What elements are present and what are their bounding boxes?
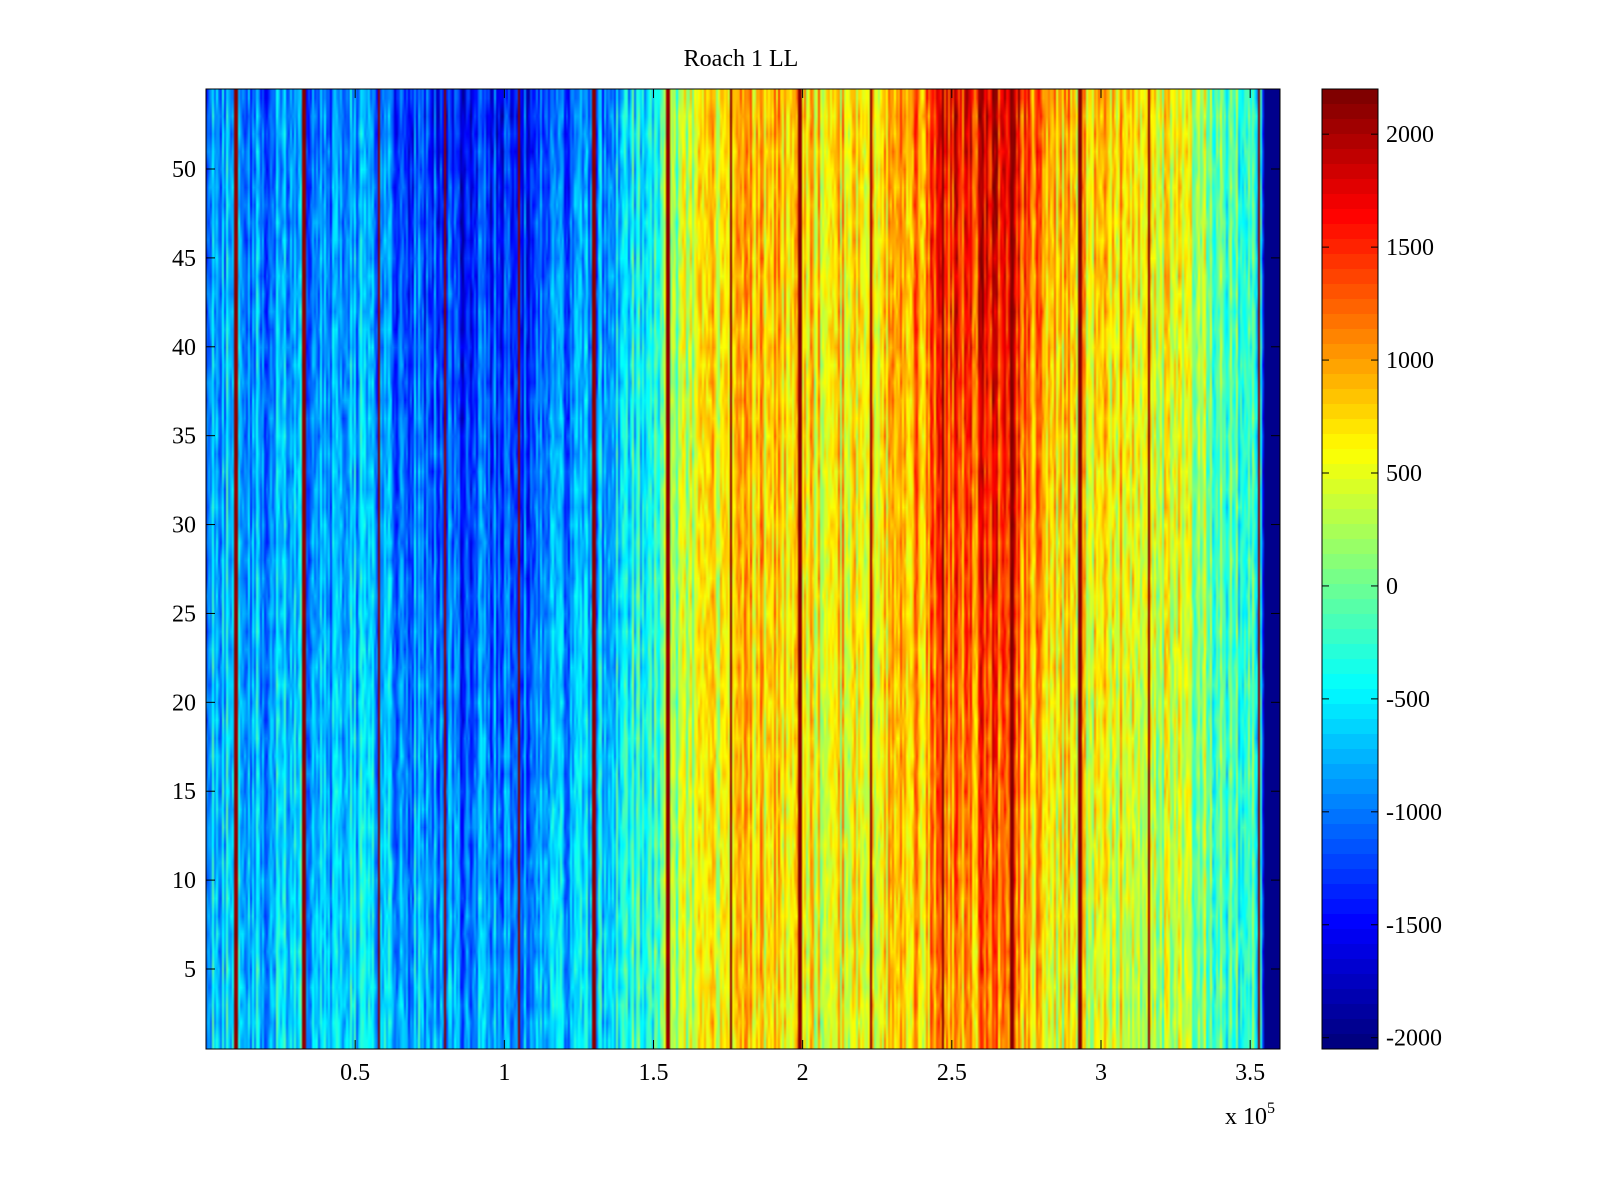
chart-title: Roach 1 LL xyxy=(684,46,799,72)
colorbar-tick-label: 2000 xyxy=(1386,122,1434,148)
colorbar-tick-label: 1000 xyxy=(1386,348,1434,374)
colorbar-tick-label: -1500 xyxy=(1386,913,1442,939)
y-tick-label: 30 xyxy=(172,513,196,539)
colorbar: 2000 1500 1000 500 0 -500 -1000 -1500 -2000 xyxy=(1321,88,1442,1052)
colorbar-tick-label: 1500 xyxy=(1386,235,1434,261)
y-tick-label: 35 xyxy=(172,424,196,450)
colorbar-tick-label: -1000 xyxy=(1386,800,1442,826)
heatmap-image xyxy=(206,89,1280,1049)
colorbar-gradient xyxy=(1322,89,1378,1049)
x-tick-label: 0.5 xyxy=(340,1060,370,1086)
y-tick-label: 15 xyxy=(172,779,196,805)
colorbar-axis: 2000 1500 1000 500 0 -500 -1000 -1500 -2000 xyxy=(1322,122,1442,1052)
y-axis: 5 10 15 20 25 30 35 40 45 50 xyxy=(172,157,1280,983)
y-tick-label: 50 xyxy=(172,157,196,183)
colorbar-tick-label: 500 xyxy=(1386,461,1422,487)
x-tick-label: 3.5 xyxy=(1235,1060,1265,1086)
x-axis-multiplier: x 105 xyxy=(1225,1100,1275,1130)
x-tick-label: 1 xyxy=(498,1060,510,1086)
colorbar-tick-label: -2000 xyxy=(1386,1026,1442,1052)
plot-frame xyxy=(205,88,1281,1050)
colorbar-tick-label: -500 xyxy=(1386,687,1430,713)
y-tick-label: 20 xyxy=(172,690,196,716)
x-axis-multiplier-exponent: 5 xyxy=(1267,1100,1275,1117)
y-tick-label: 40 xyxy=(172,335,196,361)
y-tick-label: 25 xyxy=(172,601,196,627)
heatmap-plot-area: 0.5 1 1.5 2 2.5 3 3.5 5 10 15 20 25 30 35 40 45 50 x 10… xyxy=(172,88,1281,1130)
y-tick-label: 45 xyxy=(172,246,196,272)
y-tick-label: 5 xyxy=(184,957,196,983)
x-tick-label: 1.5 xyxy=(639,1060,669,1086)
x-tick-label: 2.5 xyxy=(937,1060,967,1086)
x-tick-label: 3 xyxy=(1095,1060,1107,1086)
colorbar-frame xyxy=(1321,88,1379,1050)
colorbar-tick-label: 0 xyxy=(1386,574,1398,600)
y-tick-label: 10 xyxy=(172,868,196,894)
x-axis: 0.5 1 1.5 2 2.5 3 3.5 xyxy=(340,89,1265,1086)
x-tick-label: 2 xyxy=(797,1060,809,1086)
